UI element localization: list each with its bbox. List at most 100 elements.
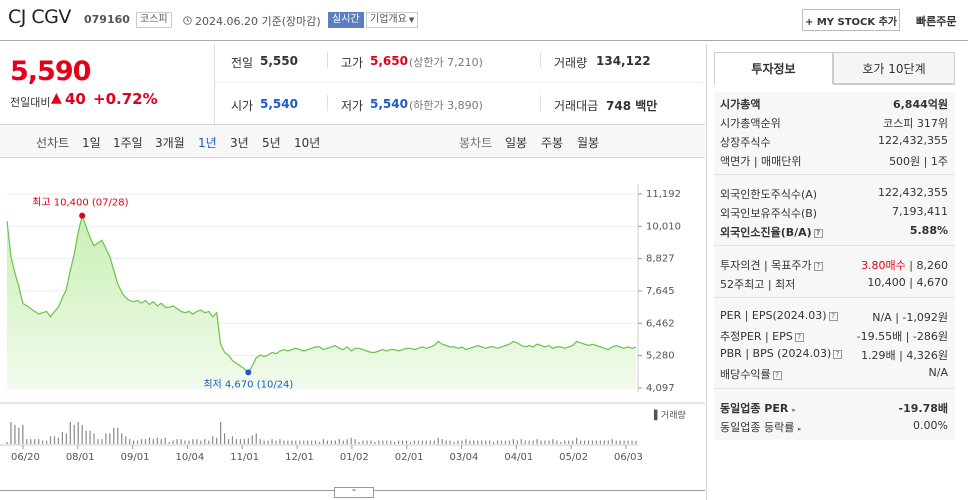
volume-bar [453,442,455,444]
x-tick-label: 05/02 [559,452,588,463]
volume-bar [271,439,273,444]
period-10y[interactable]: 10년 [294,136,321,150]
period-1w[interactable]: 1주일 [113,136,143,150]
period-5y[interactable]: 5년 [262,136,281,150]
volume-bar [231,436,234,444]
price-area [7,215,636,388]
volume-bar [398,440,400,444]
period-1d[interactable]: 1일 [82,136,101,150]
invest-divider [714,388,955,389]
volume-bar [354,439,356,444]
tab-investment[interactable]: 투자정보 [714,52,833,84]
volume-bar [42,440,44,444]
volume-bar [457,440,459,444]
volume-bar [540,440,542,444]
quote-bottom-divider [0,124,705,125]
volume-bar [144,439,147,444]
period-3m[interactable]: 3개월 [155,136,185,150]
x-tick-label: 11/01 [230,452,259,463]
candle-chart-label: 봉차트 [459,136,493,150]
volume-bar [465,439,467,444]
volume-bar [109,433,111,444]
add-mystock-button[interactable]: + MY STOCK 추가 [802,9,900,31]
volume-bar [532,440,534,444]
volume-bar [326,440,329,444]
volume-bar [504,440,507,444]
help-icon[interactable]: ? [772,370,782,380]
volume-bar [30,439,32,444]
candle-monthly[interactable]: 월봉 [577,136,600,150]
volume-bar [132,440,135,444]
upper-limit: (상한가 7,210) [409,56,483,69]
volume-bar [378,440,380,444]
volume-bar [374,442,376,444]
open-label: 시가 [231,99,254,113]
volume-bar [140,439,143,444]
volume-bar [528,440,530,444]
y-tick-label: 5,280 [646,351,675,362]
y-tick-label: 11,192 [646,189,681,200]
x-tick-label: 12/01 [285,452,314,463]
quote-sep [327,52,328,68]
price-chart[interactable]: 11,192 10,010 8,827 7,645 6,462 5,280 4,097 최고 … [0,160,705,490]
help-icon[interactable]: ? [813,228,823,238]
volume-bar [117,427,119,444]
volume-bar [449,440,451,444]
volume-bar [318,442,321,444]
company-info-dropdown[interactable]: 기업개요 ▼ [366,12,419,28]
volume-bar [485,440,487,444]
market-tag: 코스피 [136,12,172,28]
shares-row: 상장주식수 122,432,355 [720,134,948,149]
volume-bar [607,440,609,444]
volume-bar [247,438,249,444]
high-label: 고가 [341,56,364,70]
realtime-tag[interactable]: 실시간 [328,12,364,28]
volume-bar [599,440,601,444]
volume-bar [125,436,127,444]
invest-divider [714,174,955,175]
volume-bar [615,440,617,444]
est-per-row: 추정PER | EPS? -19.55배 | -286원 [720,330,948,343]
volume-bar [366,440,368,444]
quick-order-link[interactable]: 빠른주문 [916,15,957,28]
volume-bar [148,437,151,444]
candle-weekly[interactable]: 주봉 [541,136,564,150]
period-1y[interactable]: 1년 [198,136,217,150]
volume-bar [500,440,503,444]
volume-bar [370,440,372,444]
volume-bar [382,440,384,444]
market-cap-rank-row: 시가총액순위 코스피 317위 [720,117,948,130]
help-icon[interactable]: ? [794,332,804,342]
company-info-label: 기업개요 [370,14,407,25]
par-row: 액면가 | 매매단위 500원 | 1주 [720,155,948,168]
help-icon[interactable]: ? [828,311,838,321]
volume-bar [121,433,123,444]
volume-bar [69,422,71,444]
volume-bar [322,439,325,444]
volume-bar [180,439,182,444]
volume-bar [386,440,388,444]
volume-bar [152,439,154,444]
volume-bar [34,439,36,444]
help-icon[interactable]: ? [833,349,843,359]
volume-bar [591,440,594,444]
volume-bar [405,440,408,444]
volume-bar [631,440,633,444]
stock-name: CJ CGV [8,6,71,28]
expand-chevron-icon[interactable]: ⌃ [334,487,374,498]
volume-bar [564,440,566,444]
volume-bar [433,440,435,444]
prev-close-value: 5,550 [260,54,298,68]
volume-bar [556,440,558,444]
volume-bar [184,440,186,444]
volume-bar [413,440,416,444]
volume-bar [89,430,91,444]
volume-bar [38,439,40,444]
period-3y[interactable]: 3년 [230,136,249,150]
quote-sep [540,95,541,111]
sector-per-row: 동일업종 PER ▸ -19.78배 [720,402,948,415]
help-icon[interactable]: ? [813,261,823,271]
change-percent: +0.72% [93,90,158,108]
candle-daily[interactable]: 일봉 [505,136,528,150]
tab-orderbook[interactable]: 호가 10단계 [833,52,955,84]
